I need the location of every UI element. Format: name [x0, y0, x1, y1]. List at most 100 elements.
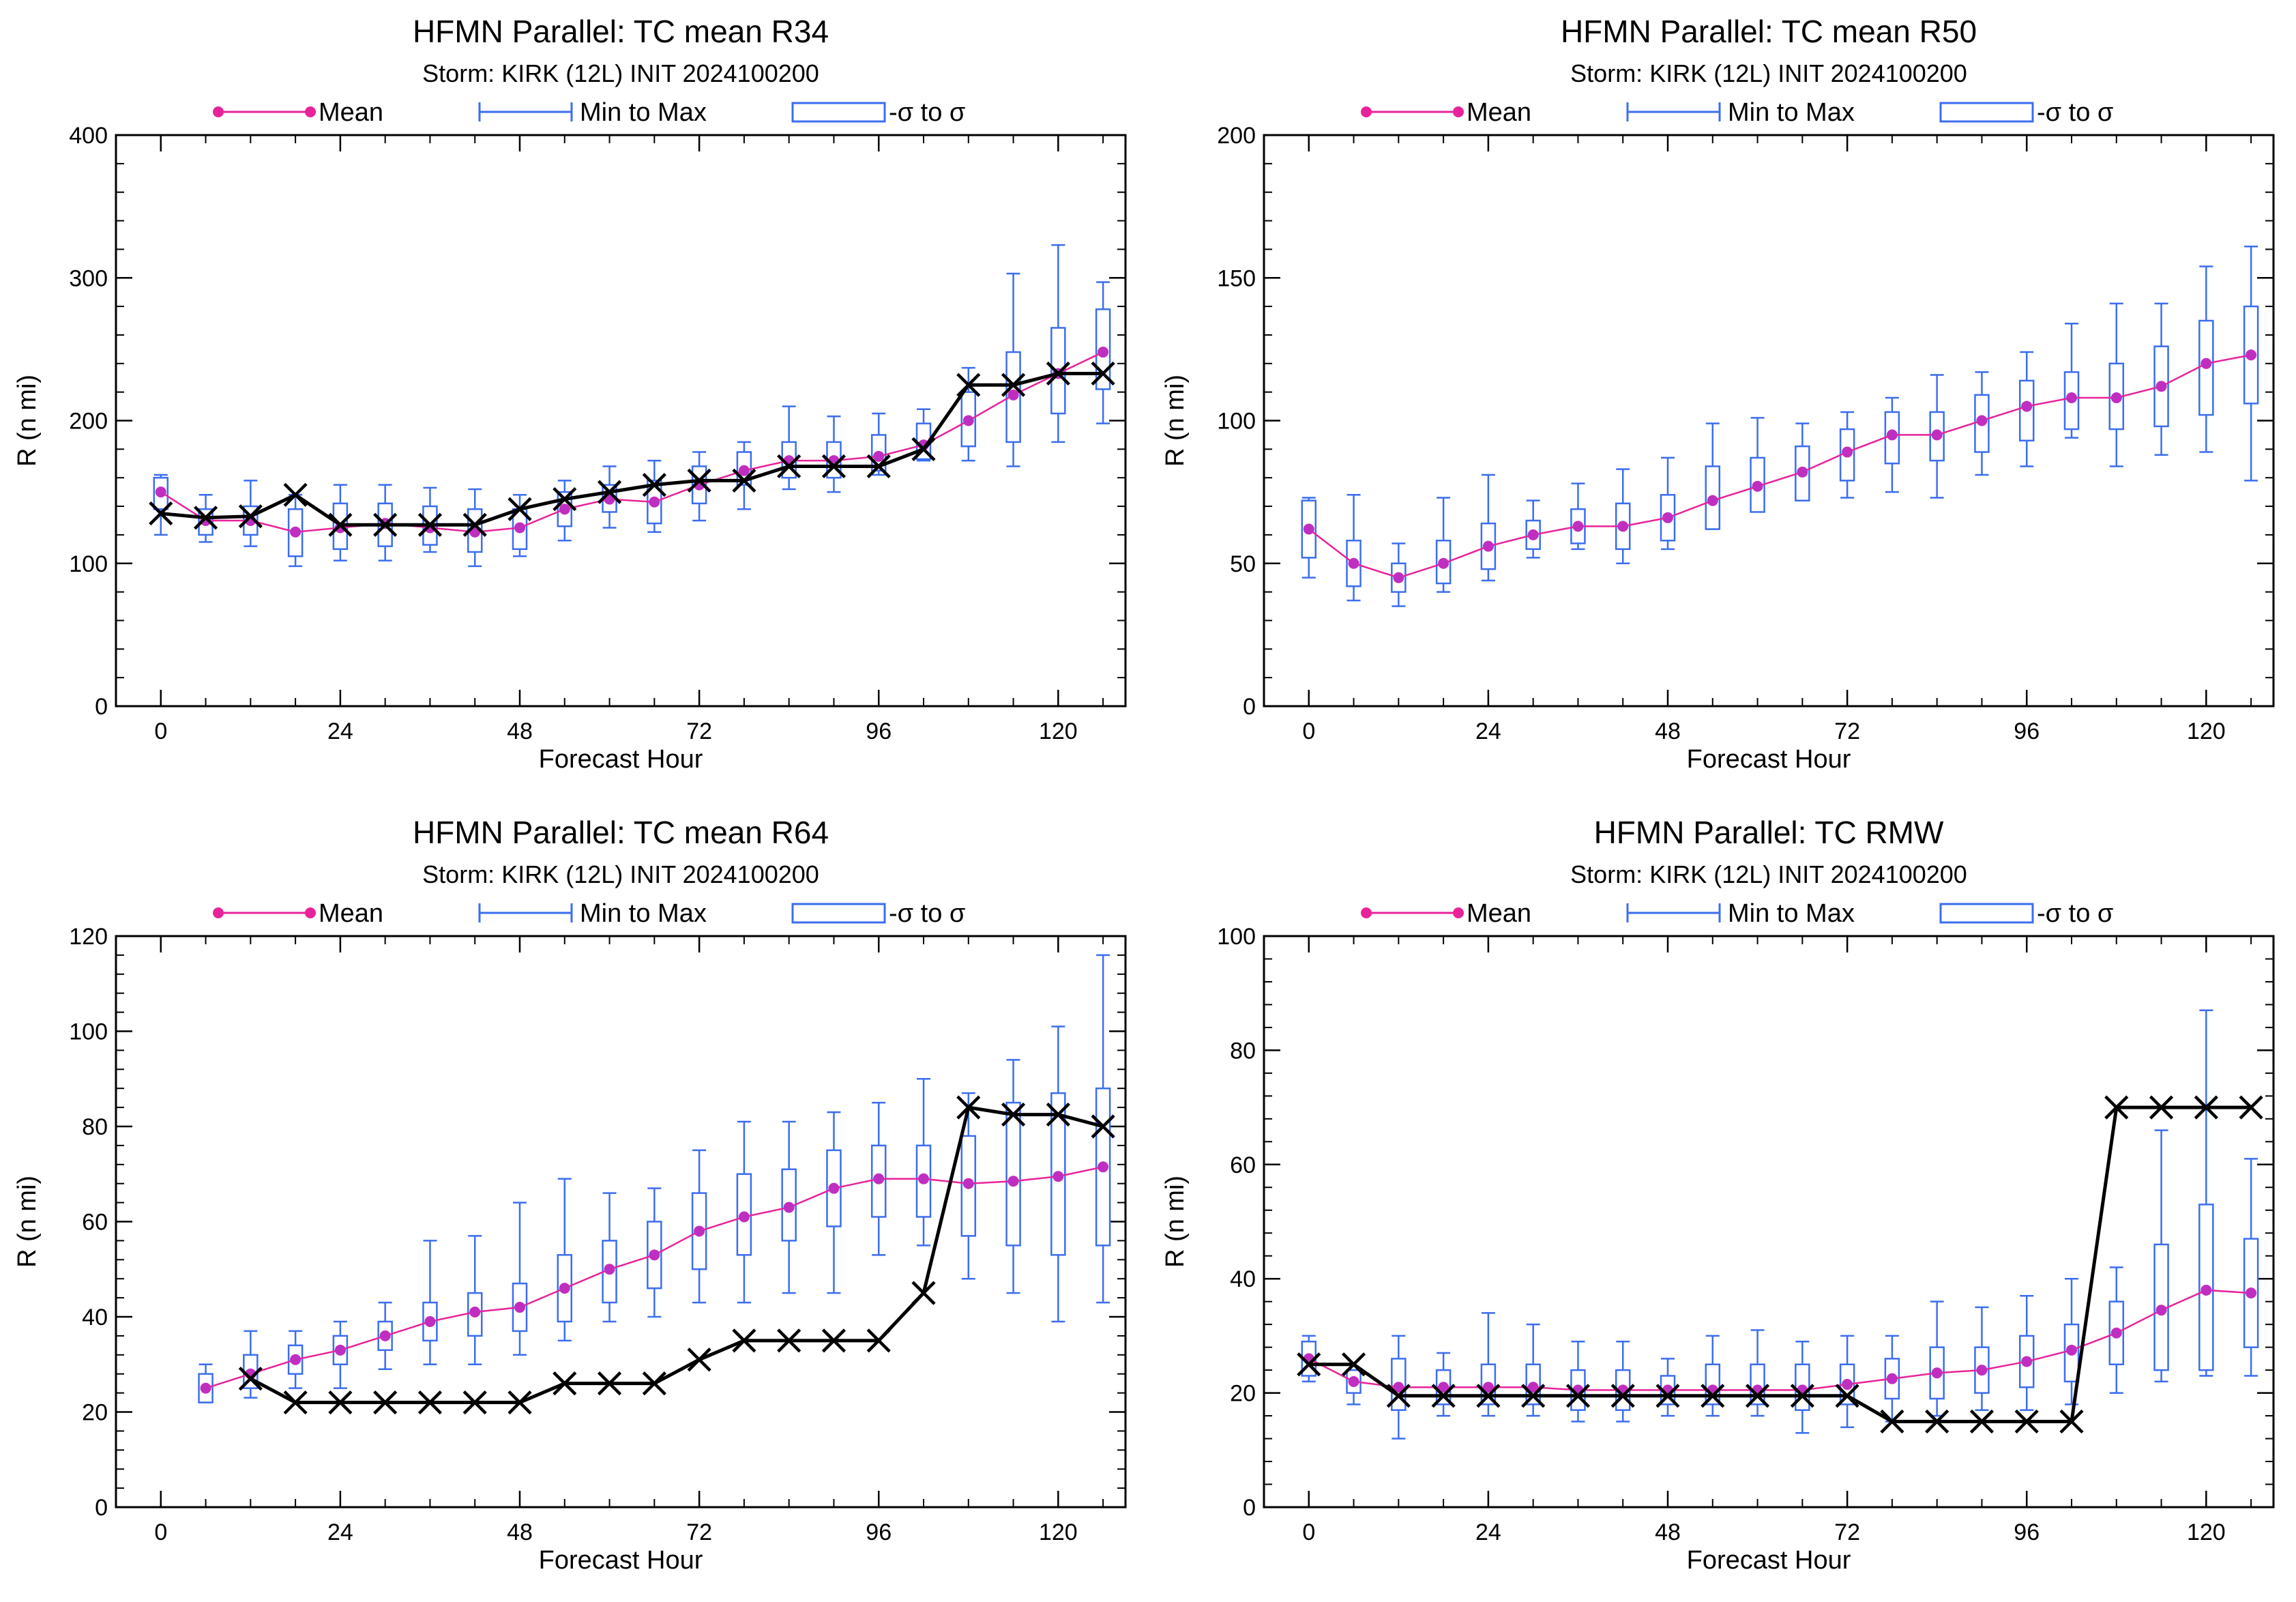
observed-point	[1701, 1384, 1725, 1408]
mean-point	[2110, 1327, 2122, 1339]
box-item	[243, 1330, 259, 1399]
mean-point	[738, 465, 750, 476]
mean-point	[2021, 1356, 2033, 1367]
observed-point	[597, 1371, 622, 1396]
mean-point	[1886, 1373, 1898, 1384]
y-tick-label: 100	[69, 1019, 108, 1045]
observed-x-stroke	[1297, 1352, 1321, 1377]
x-tick-label: 48	[1655, 718, 1681, 744]
observed-x-stroke	[1565, 1384, 1591, 1408]
observed-x-stroke	[911, 437, 936, 461]
x-tick-label: 72	[1834, 718, 1860, 744]
box-series	[153, 244, 1111, 568]
legend-sigma-label: -σ to σ	[889, 899, 965, 928]
y-tick-label: 100	[69, 551, 108, 577]
observed-point	[1610, 1384, 1635, 1408]
observed-x-stroke	[777, 454, 801, 479]
mean-point	[873, 450, 885, 462]
observed-x-stroke	[642, 1371, 666, 1396]
box-item	[602, 1192, 617, 1323]
observed-point	[2149, 1095, 2174, 1120]
observed-point	[866, 1328, 891, 1353]
observed-point	[687, 1348, 711, 1372]
y-tick-label: 0	[1243, 694, 1256, 720]
observed-x-stroke	[1001, 373, 1026, 397]
observed-x-stroke	[1745, 1384, 1770, 1408]
box-item	[2153, 302, 2169, 456]
observed-x-stroke	[687, 468, 711, 493]
observed-x-stroke	[553, 486, 577, 512]
box-item	[2243, 245, 2259, 482]
observed-point	[911, 1281, 936, 1305]
plot-frame	[1263, 935, 2275, 1509]
box-item	[1301, 497, 1317, 579]
mean-point	[334, 1344, 346, 1356]
y-tick-label: 0	[1243, 1495, 1256, 1521]
x-tick-label: 0	[154, 718, 167, 744]
y-tick-label: 100	[1217, 924, 1256, 950]
mean-point	[514, 522, 525, 534]
box-item	[1346, 1369, 1362, 1406]
y-tick-label: 80	[1230, 1038, 1256, 1064]
mean-point	[1572, 521, 1584, 532]
y-axis-label: R (n mi)	[1161, 375, 1190, 467]
mean-point	[1348, 1375, 1359, 1387]
legend-sigma-box	[1939, 102, 2034, 123]
y-axis-label: R (n mi)	[13, 1176, 42, 1268]
observed-x-stroke	[238, 504, 263, 529]
box-item	[2108, 302, 2125, 467]
legend: Mean Min to Max -σ to σ	[213, 98, 965, 127]
y-tick-label: 150	[1217, 265, 1256, 291]
observed-x-stroke	[2104, 1095, 2129, 1120]
box-item	[1750, 417, 1765, 513]
observed-x-stroke	[821, 454, 847, 479]
legend-sigma-box	[791, 102, 886, 123]
observed-x-stroke	[553, 1371, 577, 1396]
observed-x-stroke	[283, 482, 308, 507]
mean-point	[424, 1315, 436, 1327]
observed-x-stroke	[1046, 1102, 1070, 1127]
observed-point	[283, 482, 308, 507]
mean-line	[1308, 1289, 2252, 1391]
mean-point	[1662, 512, 1673, 523]
mean-point	[1976, 415, 1988, 426]
observed-point	[1046, 361, 1070, 386]
x-tick-label: 120	[2187, 1519, 2226, 1545]
observed-point	[1969, 1409, 1995, 1434]
observed-x-stroke	[777, 1328, 801, 1353]
mean-point	[1707, 495, 1718, 506]
observed-x-stroke	[866, 454, 891, 479]
chart-subtitle: Storm: KIRK (12L) INIT 2024100200	[422, 860, 819, 888]
observed-x-stroke	[149, 501, 173, 526]
legend-mean-marker	[1361, 106, 1372, 117]
observed-x-stroke	[597, 480, 622, 504]
x-tick-label: 24	[327, 718, 353, 744]
observed-x-stroke	[732, 1328, 756, 1353]
legend: Mean Min to Max -σ to σ	[1361, 899, 2113, 928]
y-tick-label: 300	[69, 265, 108, 291]
observed-point	[866, 454, 891, 479]
legend-sigma-box	[791, 903, 886, 924]
mean-point	[2201, 1284, 2212, 1296]
legend: Mean Min to Max -σ to σ	[1361, 98, 2113, 127]
mean-point	[828, 1182, 840, 1194]
observed-point	[462, 1390, 487, 1415]
minor-ticks	[1263, 935, 2273, 1508]
mean-point	[1617, 521, 1629, 532]
minor-ticks	[115, 134, 1125, 707]
mean-point	[1931, 429, 1943, 441]
observed-x-stroke	[1969, 1409, 1995, 1434]
observed-x-stroke	[1925, 1409, 1949, 1434]
observed-x-stroke	[911, 1281, 936, 1305]
x-tick-label: 48	[507, 718, 533, 744]
observed-x-stroke	[462, 512, 487, 537]
observed-x-stroke	[507, 1390, 532, 1415]
observed-x-stroke	[373, 1390, 398, 1415]
x-axis-label: Forecast Hour	[1687, 1546, 1851, 1575]
mean-point	[962, 1178, 974, 1189]
legend-range-label: Min to Max	[580, 98, 707, 127]
box-item	[1929, 1300, 1945, 1417]
box-item	[1615, 468, 1631, 564]
observed-point	[1386, 1384, 1411, 1408]
observed-point	[238, 1367, 263, 1391]
